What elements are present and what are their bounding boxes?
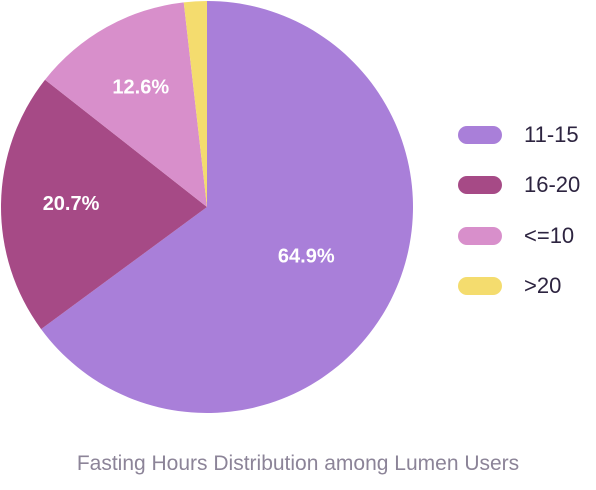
slice-label-2: 12.6% [112, 77, 169, 99]
pie-chart: 64.9% 20.7% 12.6% [0, 1, 413, 413]
legend-item-gt-20: >20 [458, 273, 580, 299]
legend-swatch [458, 226, 502, 245]
legend-label: 11-15 [524, 121, 579, 147]
legend-label: 16-20 [524, 172, 581, 197]
chart-title: Fasting Hours Distribution among Lumen U… [76, 452, 520, 475]
pie-slice-2 [45, 2, 207, 207]
legend-label: <=10 [524, 222, 575, 248]
chart-legend: 11-15 16-20 <=10 >20 [458, 122, 580, 324]
pie-slice-3 [183, 1, 207, 207]
legend-swatch [458, 125, 502, 144]
legend-item-lte-10: <=10 [458, 223, 580, 248]
pie-slice-1 [0, 79, 208, 330]
legend-item-11-15: 11-15 [458, 122, 580, 147]
slice-label-0: 64.9% [278, 245, 335, 267]
legend-label: >20 [524, 273, 562, 298]
slice-label-1: 20.7% [43, 193, 100, 215]
legend-item-16-20: 16-20 [458, 172, 581, 198]
pie-slice-0 [41, 1, 413, 413]
legend-swatch [458, 176, 502, 194]
legend-swatch [458, 277, 502, 295]
